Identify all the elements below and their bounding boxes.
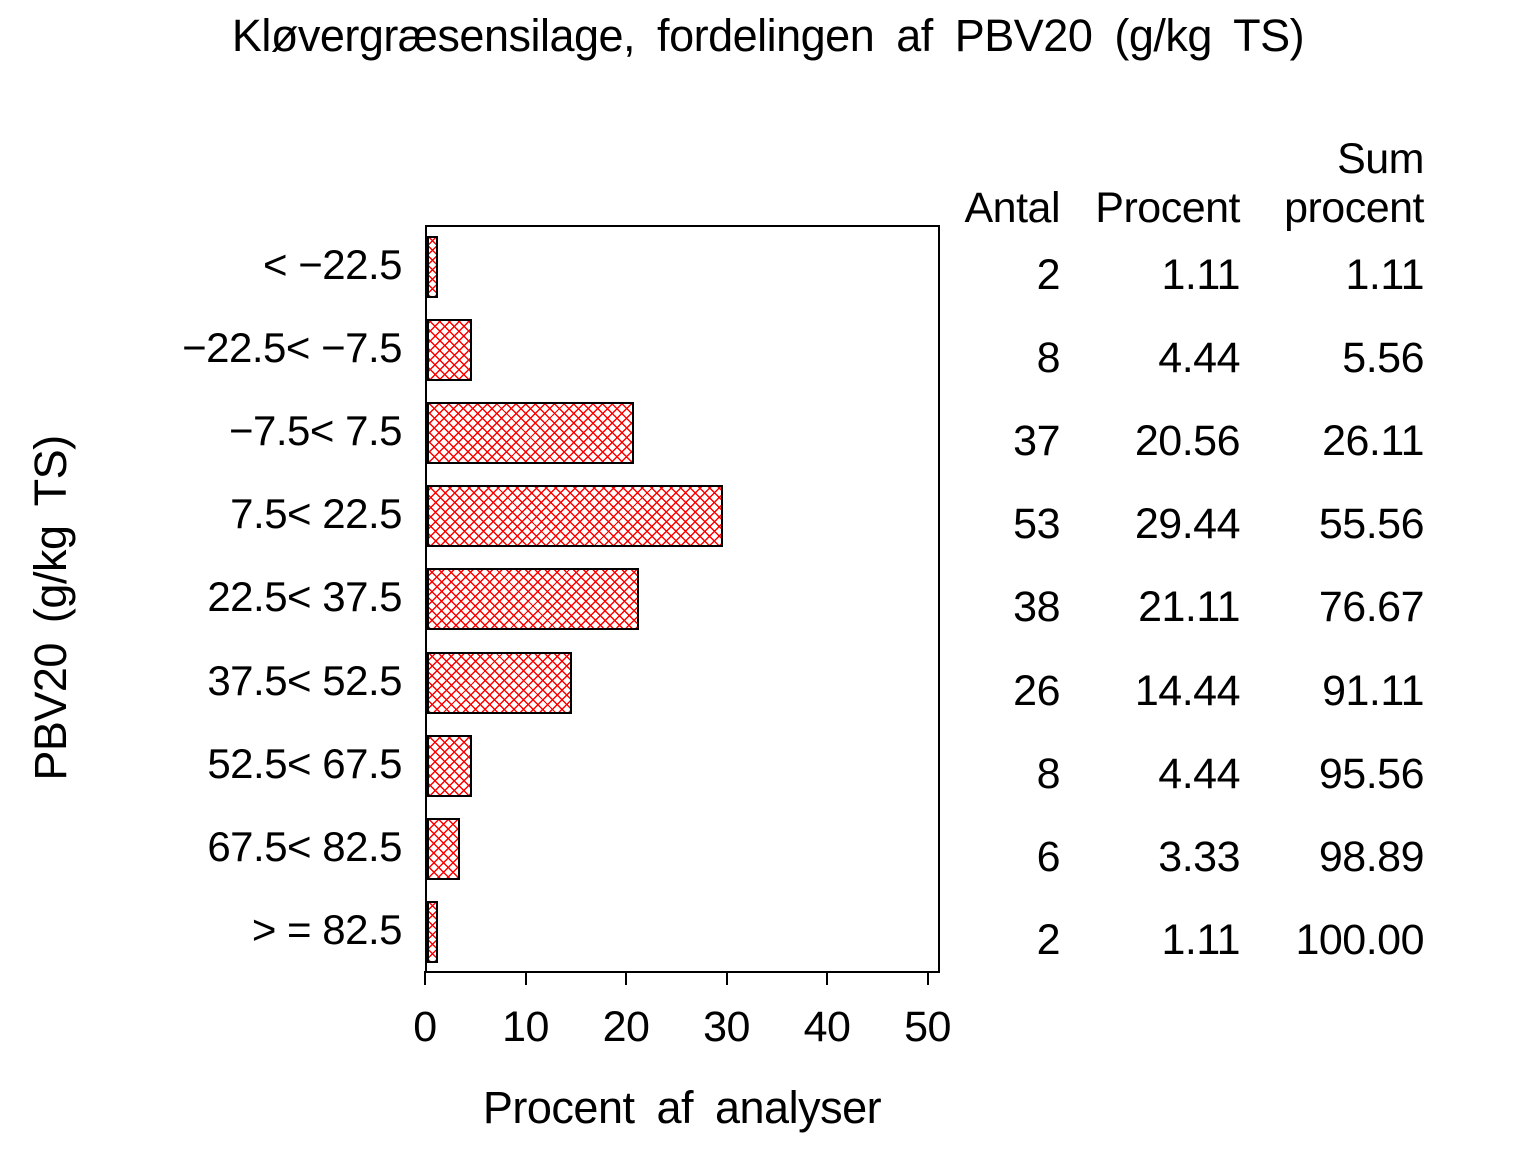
category-label: −22.5< −7.5 [182,324,402,372]
x-tick-mark [524,971,527,985]
sum-procent-value: 91.11 [1322,666,1424,715]
x-tick-label: 30 [703,1003,750,1051]
category-label: 37.5< 52.5 [207,656,402,704]
bar [427,402,634,465]
table-row: 8 4.44 5.56 [880,332,1425,384]
sum-procent-value: 5.56 [1342,334,1424,383]
x-tick-label: 50 [904,1003,951,1051]
table-header-procent: Procent [1095,184,1240,232]
antal-value: 37 [1013,417,1060,466]
table-row: 2 1.11 1.11 [880,249,1425,301]
antal-value: 2 [1036,915,1061,964]
antal-value: 53 [1013,500,1060,549]
category-label: 22.5< 37.5 [207,573,402,621]
table-header-sum-procent: Sum procent [1244,135,1424,233]
table-row: 8 4.44 95.56 [880,748,1425,800]
antal-value: 2 [1036,251,1061,299]
bar [427,485,723,548]
procent-value: 29.44 [1134,500,1241,549]
antal-value: 26 [1013,666,1060,715]
chart-title: Kløvergræsensilage, fordelingen af PBV20… [231,10,1305,61]
sum-procent-value: 100.00 [1295,915,1424,964]
category-label: > = 82.5 [251,905,403,953]
table-row: 53 29.44 55.56 [880,498,1424,550]
procent-value: 1.11 [1161,251,1241,299]
table-row: 26 14.44 91.11 [880,665,1424,717]
bar [427,319,472,382]
bar [427,568,640,631]
procent-value: 21.11 [1138,583,1240,632]
x-tick-label: 20 [602,1003,650,1051]
table-header-antal: Antal [964,184,1060,232]
x-tick-label: 0 [413,1003,437,1051]
x-tick-mark [725,971,728,985]
sum-procent-value: 98.89 [1318,832,1425,881]
antal-value: 6 [1036,832,1061,881]
bar [427,236,439,298]
category-label: −7.5< 7.5 [229,407,403,455]
table-row: 38 21.11 76.67 [880,581,1424,633]
bar [427,734,472,797]
category-label: 52.5< 67.5 [207,739,402,787]
procent-value: 20.56 [1134,417,1241,466]
bar [427,651,573,714]
sum-procent-value: 95.56 [1318,749,1425,798]
category-label: 67.5< 82.5 [207,822,402,870]
procent-value: 1.11 [1161,915,1241,964]
table-row: 37 20.56 26.11 [880,415,1424,467]
procent-value: 14.44 [1134,666,1241,715]
sum-procent-value: 1.11 [1345,251,1425,299]
table-row: 6 3.33 98.89 [880,831,1425,883]
antal-value: 8 [1036,749,1061,798]
bar [427,817,461,880]
antal-value: 38 [1013,583,1060,632]
x-tick-mark [926,971,929,985]
x-tick-label: 10 [502,1003,549,1051]
x-tick-mark [826,971,828,985]
procent-value: 3.33 [1158,832,1240,881]
table-header-sum-line2: procent [1284,184,1424,232]
bar [427,900,439,963]
sum-procent-value: 26.11 [1322,417,1424,466]
procent-value: 4.44 [1158,334,1240,383]
category-label: < −22.5 [263,241,402,288]
plot-area [425,225,940,973]
x-axis-label: Procent af analyser [482,1082,882,1133]
antal-value: 8 [1036,334,1061,383]
procent-value: 4.44 [1158,749,1240,798]
table-row: 2 1.11 100.00 [880,914,1425,966]
x-tick-mark [424,971,426,985]
x-tick-mark [625,971,627,985]
category-label: 7.5< 22.5 [230,490,402,538]
sum-procent-value: 76.67 [1318,583,1425,632]
x-tick-label: 40 [803,1003,851,1051]
sum-procent-value: 55.56 [1318,500,1425,549]
table-header-sum-line1: Sum [1337,135,1424,183]
